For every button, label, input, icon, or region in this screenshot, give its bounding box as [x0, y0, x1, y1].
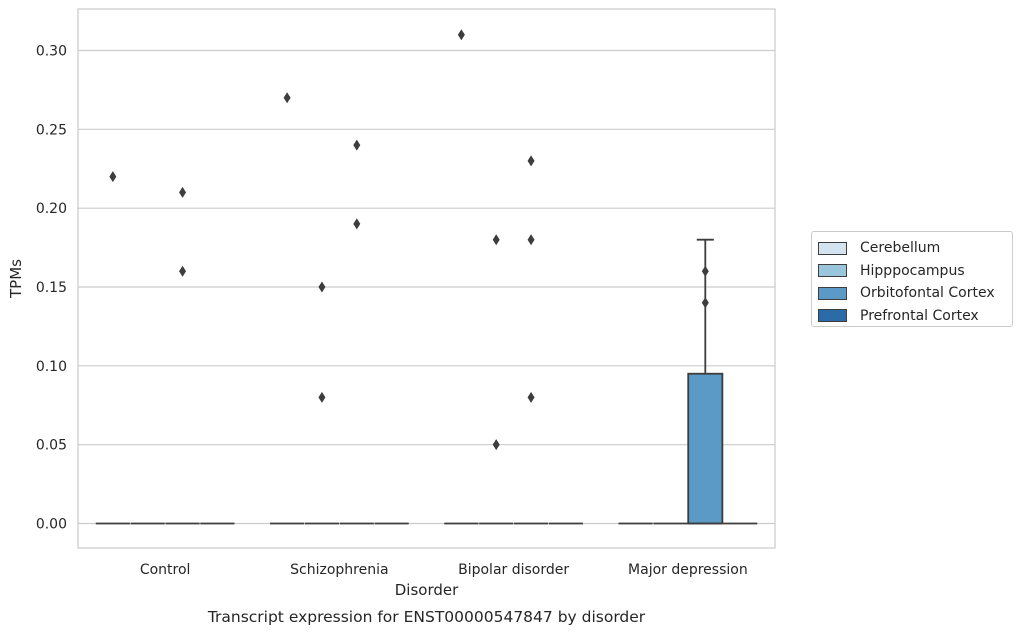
legend-label-prefrontal-cortex: Prefrontal Cortex [860, 307, 979, 324]
outlier-bipolar-disorder-orbitofontal-cortex-0-08 [527, 391, 535, 403]
legend-item-prefrontal-cortex: Prefrontal Cortex [818, 305, 1012, 328]
y-gridlines [78, 49, 775, 525]
boxes [95, 238, 758, 525]
outlier-control-cerebellum-0-22 [109, 171, 117, 183]
y-tick-label-0-30: 0.30 [36, 44, 67, 60]
legend-item-cerebellum: Cerebellum [818, 237, 1012, 260]
legend-label-hippocampus: Hipppocampus [860, 262, 965, 279]
x-axis-label: Disorder [395, 581, 459, 599]
outlier-schizophrenia-orbitofontal-cortex-0-19 [353, 218, 361, 230]
plot-area-frame [77, 8, 776, 549]
box-major-depression-orbitofontal-cortex-iqr [687, 372, 724, 525]
y-tick-label-0-20: 0.20 [36, 201, 67, 217]
x-tick-label-schizophrenia: Schizophrenia [290, 562, 388, 578]
outlier-schizophrenia-cerebellum-0-27 [283, 92, 291, 104]
legend-item-orbitofrontal-cortex: Orbitofontal Cortex [818, 282, 1012, 305]
x-tick-labels: Control Schizophrenia Bipolar disorder Majo… [140, 562, 748, 578]
legend: Cerebellum Hipppocampus Orbitofontal Cor… [811, 231, 1013, 327]
legend-swatch-orbitofrontal-cortex [818, 286, 847, 300]
legend-swatch-cerebellum [818, 241, 847, 255]
outlier-bipolar-disorder-cerebellum-0-31 [457, 29, 465, 41]
x-tick-label-control: Control [140, 562, 191, 578]
legend-label-cerebellum: Cerebellum [860, 240, 941, 257]
legend-swatch-prefrontal-cortex [818, 309, 847, 323]
outlier-schizophrenia-hipppocampus-0-15 [318, 281, 326, 293]
outlier-schizophrenia-hipppocampus-0-08 [318, 391, 326, 403]
y-tick-labels: 0.00 0.05 0.10 0.15 0.20 0.25 0.30 [36, 44, 67, 533]
x-tick-label-major-depression: Major depression [628, 562, 748, 578]
legend-label-orbitofrontal-cortex: Orbitofontal Cortex [860, 285, 995, 302]
y-tick-label-0-05: 0.05 [36, 438, 67, 454]
box-major-depression-orbitofontal-cortex [687, 238, 724, 525]
chart-title: Transcript expression for ENST0000054784… [207, 608, 646, 626]
outlier-control-orbitofontal-cortex-0-16 [179, 265, 187, 277]
y-tick-label-0-10: 0.10 [36, 359, 67, 375]
outlier-major-depression-orbitofontal-cortex-0-14 [701, 297, 709, 309]
y-tick-label-0-00: 0.00 [36, 517, 67, 533]
outlier-bipolar-disorder-orbitofontal-cortex-0-23 [527, 155, 535, 167]
legend-item-hippocampus: Hipppocampus [818, 260, 1012, 283]
x-tick-label-bipolar-disorder: Bipolar disorder [458, 562, 569, 578]
outlier-bipolar-disorder-hipppocampus-0-05 [492, 439, 500, 451]
legend-swatch-hippocampus [818, 264, 847, 278]
outlier-control-orbitofontal-cortex-0-21 [179, 186, 187, 198]
outlier-bipolar-disorder-hipppocampus-0-18 [492, 234, 500, 246]
outlier-schizophrenia-orbitofontal-cortex-0-24 [353, 139, 361, 151]
outliers [109, 29, 709, 451]
outlier-major-depression-orbitofontal-cortex-0-16 [701, 265, 709, 277]
y-tick-label-0-15: 0.15 [36, 280, 67, 296]
y-tick-label-0-25: 0.25 [36, 122, 67, 138]
outlier-bipolar-disorder-orbitofontal-cortex-0-18 [527, 234, 535, 246]
y-axis-label: TPMs [7, 259, 25, 299]
